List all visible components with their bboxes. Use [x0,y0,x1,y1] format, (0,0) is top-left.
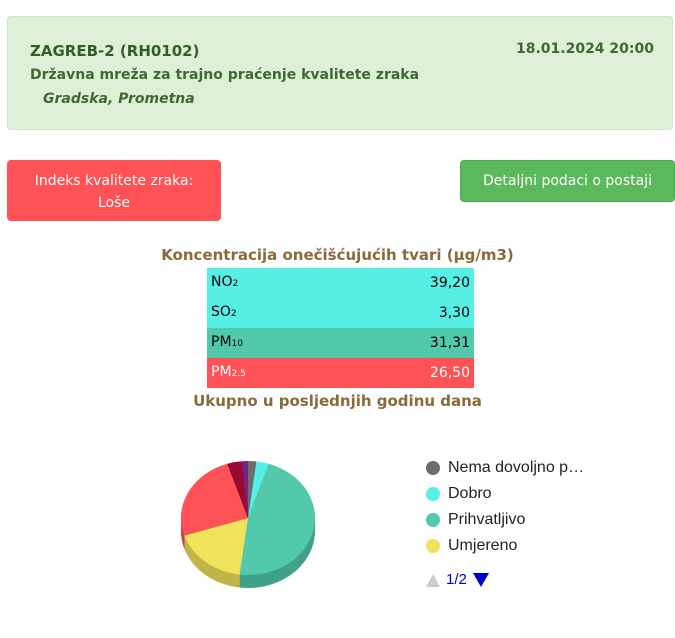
legend-color-icon [426,461,440,475]
pollutant-name: SO2 [211,304,237,320]
pollutant-value: 31,31 [429,335,470,351]
concentration-title: Koncentracija onečišćujućih tvari (µg/m3… [161,246,514,264]
concentration-row: NO2 39,20 [207,268,474,298]
pie-chart [181,461,316,588]
aqi-label: Indeks kvalitete zraka: [34,173,194,189]
pollutant-value: 26,50 [429,365,470,381]
station-datetime: 18.01.2024 20:00 [515,41,654,57]
station-info-panel: ZAGREB-2 (RH0102) Državna mreža za trajn… [7,16,673,130]
legend-color-icon [426,487,440,501]
summary-title: Ukupno u posljednjih godinu dana [193,392,482,410]
legend-item[interactable]: Umjereno [426,533,584,559]
station-title: ZAGREB-2 (RH0102) [30,42,200,60]
concentration-row: PM10 31,31 [207,328,474,358]
station-details-button[interactable]: Detaljni podaci o postaji [460,160,675,202]
legend-label: Umjereno [448,537,518,554]
pie-slice[interactable] [239,463,316,575]
concentration-row: PM2.5 26,50 [207,358,474,388]
pollutant-value: 39,20 [429,275,470,291]
pie-slice[interactable] [184,518,248,575]
station-network: Državna mreža za trajno praćenje kvalite… [30,67,420,83]
chart-legend: Nema dovoljno p… Dobro Prihvatljivo Umjeren… [426,455,584,559]
concentration-table: NO2 39,20 SO2 3,30 PM10 31,31 PM2.5 26,50 [207,268,474,388]
legend-item[interactable]: Dobro [426,481,584,507]
concentration-row: SO2 3,30 [207,298,474,328]
pollutant-name: PM2.5 [211,364,246,380]
legend-label: Nema dovoljno p… [448,459,585,476]
legend-color-icon [426,513,440,527]
triangle-down-icon[interactable] [472,572,489,587]
pie-slice[interactable] [241,461,248,518]
pie-slice[interactable] [248,461,269,518]
legend-pager: 1/2 [426,571,489,588]
legend-label: Prihvatljivo [448,511,526,528]
triangle-up-icon[interactable] [426,573,440,587]
pie-slice[interactable] [248,461,257,518]
pie-slice[interactable] [181,463,248,536]
pollutant-value: 3,30 [438,305,470,321]
legend-page-label: 1/2 [446,571,467,588]
legend-item[interactable]: Prihvatljivo [426,507,584,533]
pollutant-name: NO2 [211,274,239,290]
station-type: Gradska, Prometna [43,91,195,107]
air-quality-index-button[interactable]: Indeks kvalitete zraka: Loše [7,160,221,221]
legend-item[interactable]: Nema dovoljno p… [426,455,584,481]
pie-slice[interactable] [227,461,248,518]
aqi-value: Loše [97,195,131,211]
pollutant-name: PM10 [211,334,243,350]
legend-color-icon [426,539,440,553]
legend-label: Dobro [448,485,492,502]
